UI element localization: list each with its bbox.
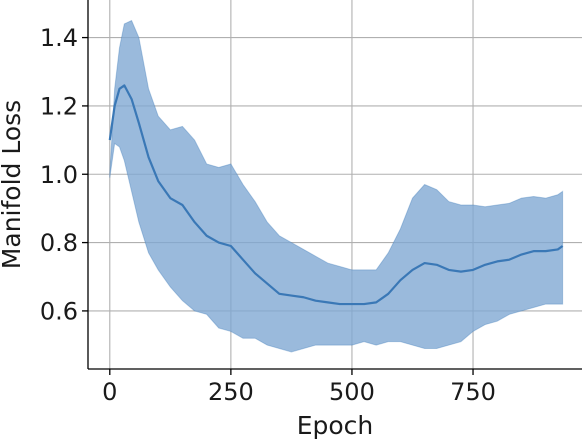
x-tick-label: 0 bbox=[102, 378, 117, 406]
x-tick-label: 250 bbox=[208, 378, 254, 406]
y-axis-label: Manifold Loss bbox=[0, 100, 26, 269]
spines bbox=[87, 0, 582, 370]
y-tick-label: 0.6 bbox=[40, 297, 78, 325]
y-tick-label: 1.2 bbox=[40, 92, 78, 120]
x-tick-label: 750 bbox=[450, 378, 496, 406]
y-tick-label: 0.8 bbox=[40, 229, 78, 257]
y-tick-label: 1.4 bbox=[40, 24, 78, 52]
x-tick-label: 500 bbox=[329, 378, 375, 406]
series-layer bbox=[108, 19, 564, 353]
x-axis-label: Epoch bbox=[297, 411, 374, 440]
mean-loss-line bbox=[108, 84, 564, 306]
y-tick-label: 1.0 bbox=[40, 161, 78, 189]
x-axis-ticks: 0 250 500 750 bbox=[102, 369, 496, 406]
confidence-band bbox=[109, 19, 564, 353]
y-axis-ticks: 0.6 0.8 1.0 1.2 1.4 bbox=[40, 24, 88, 325]
